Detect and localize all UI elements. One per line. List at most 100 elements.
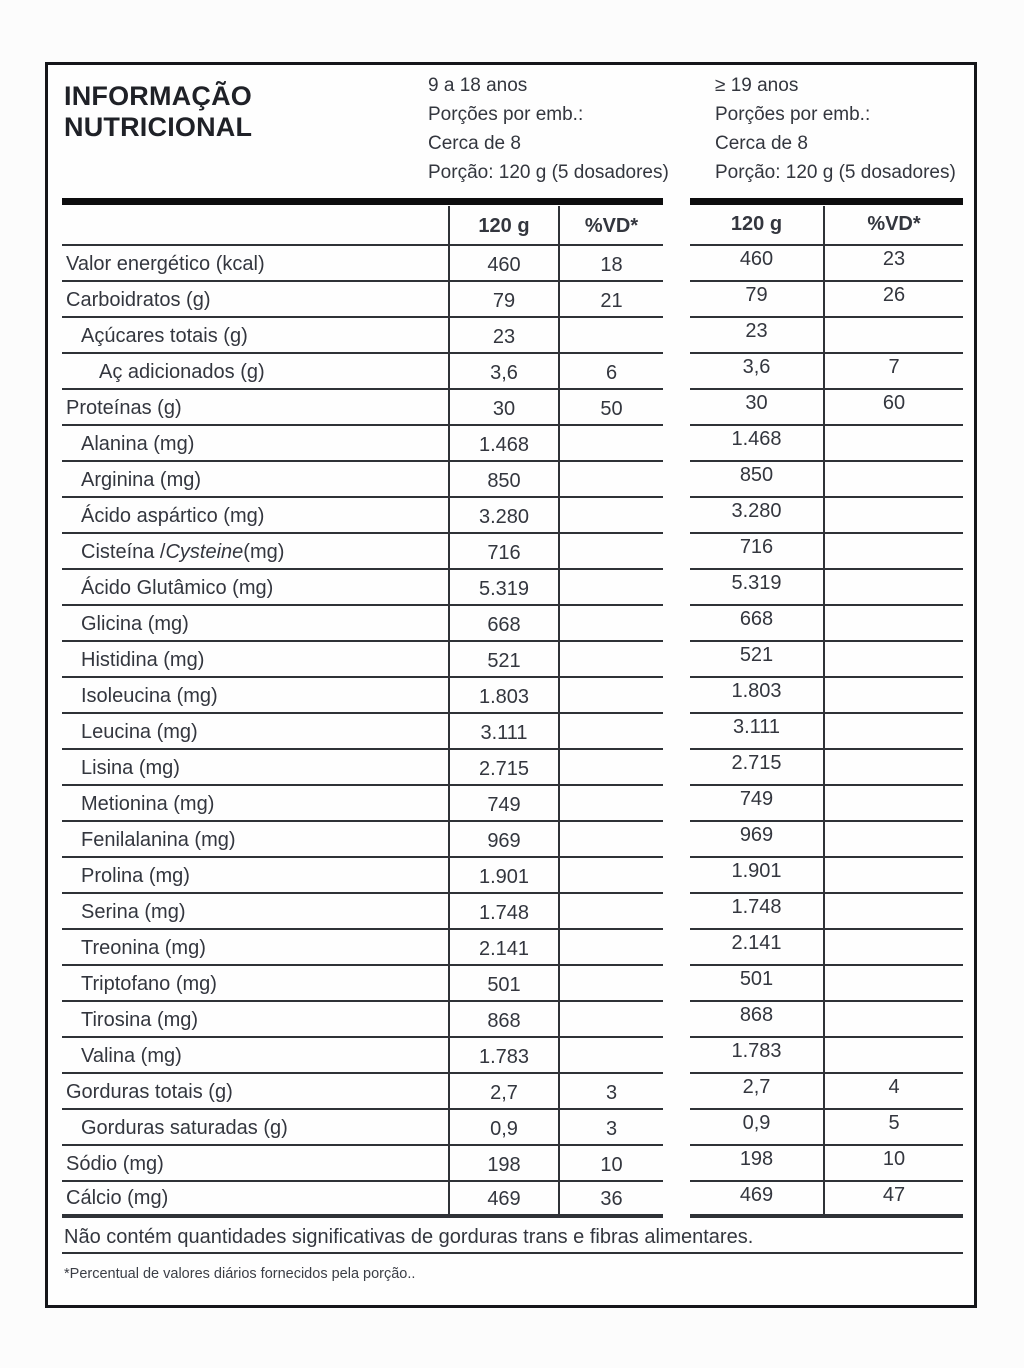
amount-cell-19plus: 30 [690,390,823,426]
dv-cell-9-18 [558,930,663,966]
column-gap [663,1002,690,1038]
dv-cell-9-18 [558,894,663,930]
dv-cell-19plus [823,606,963,642]
nutrient-label: Triptofano (mg) [62,966,448,1002]
amount-cell-19plus: 0,9 [690,1110,823,1146]
amount-cell-19plus: 2,7 [690,1074,823,1110]
dv-cell-19plus [823,426,963,462]
servings-value-19plus: Cerca de 8 [715,133,808,154]
dv-cell-19plus [823,822,963,858]
amount-cell-9-18: 2.715 [448,750,558,786]
nutrient-label: Fenilalanina (mg) [62,822,448,858]
column-gap [663,894,690,930]
nutrient-label: Glicina (mg) [62,606,448,642]
amount-cell-9-18: 850 [448,462,558,498]
column-gap [663,318,690,354]
dv-cell-19plus [823,318,963,354]
amount-cell-9-18: 1.803 [448,678,558,714]
column-gap [663,678,690,714]
age-group-header-9-18: 9 a 18 anos Porções por emb.: Cerca de 8… [428,71,669,187]
nutrition-label: INFORMAÇÃO NUTRICIONAL 9 a 18 anos Porçõ… [45,62,977,1308]
amount-cell-19plus: 2.141 [690,930,823,966]
amount-cell-9-18: 1.901 [448,858,558,894]
dv-cell-19plus [823,858,963,894]
portion-9-18: Porção: 120 g (5 dosadores) [428,162,669,183]
amount-cell-19plus: 5.319 [690,570,823,606]
nutrient-label: Cisteína / Cysteine (mg) [62,534,448,570]
dv-cell-19plus: 23 [823,246,963,282]
column-gap [663,390,690,426]
column-gap [663,858,690,894]
dv-cell-9-18 [558,570,663,606]
amount-cell-9-18: 3.280 [448,498,558,534]
amount-cell-19plus: 521 [690,642,823,678]
nutrient-label: Histidina (mg) [62,642,448,678]
nutrient-label: Prolina (mg) [62,858,448,894]
label-header: INFORMAÇÃO NUTRICIONAL 9 a 18 anos Porçõ… [48,65,974,197]
amount-cell-19plus: 3.111 [690,714,823,750]
nutrient-label: Treonina (mg) [62,930,448,966]
amount-cell-19plus: 1.468 [690,426,823,462]
amount-cell-19plus: 1.748 [690,894,823,930]
amount-cell-19plus: 969 [690,822,823,858]
dv-cell-9-18: 3 [558,1074,663,1110]
column-header-dv-9-18: %VD* [558,206,663,246]
amount-cell-9-18: 23 [448,318,558,354]
dv-cell-19plus [823,750,963,786]
dv-cell-9-18 [558,750,663,786]
amount-cell-9-18: 969 [448,822,558,858]
dv-cell-19plus [823,930,963,966]
dv-cell-9-18 [558,858,663,894]
column-gap [663,930,690,966]
amount-cell-19plus: 1.803 [690,678,823,714]
amount-cell-9-18: 3.111 [448,714,558,750]
dv-cell-9-18 [558,822,663,858]
nutrient-label: Ácido aspártico (mg) [62,498,448,534]
nutrient-label: Ácido Glutâmico (mg) [62,570,448,606]
dv-cell-9-18 [558,1038,663,1074]
title-line-1: INFORMAÇÃO [64,81,252,111]
dv-cell-9-18 [558,462,663,498]
dv-cell-9-18 [558,678,663,714]
nutrient-label: Valor energético (kcal) [62,246,448,282]
amount-cell-19plus: 749 [690,786,823,822]
column-gap [663,1110,690,1146]
amount-cell-19plus: 850 [690,462,823,498]
dv-cell-19plus: 47 [823,1182,963,1218]
header-bar-right [690,198,963,205]
no-significant-amounts-note: Não contém quantidades significativas de… [62,1218,963,1254]
dv-cell-9-18: 36 [558,1182,663,1218]
column-gap [663,606,690,642]
dv-cell-9-18 [558,642,663,678]
column-gap [663,570,690,606]
dv-cell-9-18 [558,426,663,462]
column-gap [663,462,690,498]
amount-cell-9-18: 716 [448,534,558,570]
dv-cell-19plus: 7 [823,354,963,390]
amount-cell-9-18: 1.468 [448,426,558,462]
age-range-19plus: ≥ 19 anos [715,75,799,96]
column-gap [663,282,690,318]
dv-cell-9-18: 6 [558,354,663,390]
amount-cell-19plus: 23 [690,318,823,354]
dv-cell-19plus: 26 [823,282,963,318]
age-group-header-19plus: ≥ 19 anos Porções por emb.: Cerca de 8 P… [715,71,956,187]
nutrient-label: Alanina (mg) [62,426,448,462]
nutrient-label: Aç adicionados (g) [62,354,448,390]
dv-cell-19plus [823,894,963,930]
amount-cell-19plus: 868 [690,1002,823,1038]
header-bar-left [62,198,663,205]
amount-cell-9-18: 460 [448,246,558,282]
dv-cell-19plus [823,714,963,750]
column-gap [663,498,690,534]
servings-value-9-18: Cerca de 8 [428,133,521,154]
amount-cell-19plus: 469 [690,1182,823,1218]
nutrient-label: Cálcio (mg) [62,1182,448,1218]
amount-cell-19plus: 460 [690,246,823,282]
dv-cell-19plus [823,498,963,534]
dv-cell-19plus [823,642,963,678]
nutrition-table: 120 g %VD* 120 g %VD* Valor energético (… [62,197,965,1290]
amount-cell-19plus: 198 [690,1146,823,1182]
column-gap [663,1182,690,1218]
dv-cell-19plus: 10 [823,1146,963,1182]
